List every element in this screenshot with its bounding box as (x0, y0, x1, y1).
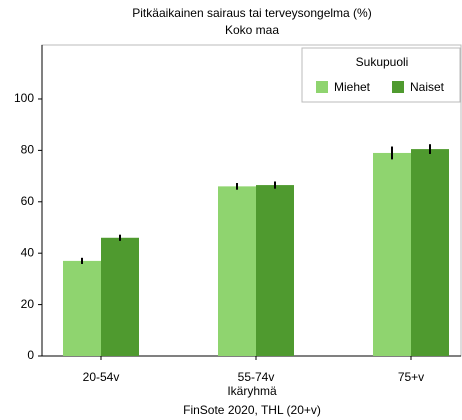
bar (411, 149, 449, 356)
bar (101, 237, 139, 356)
y-tick-label: 20 (21, 297, 35, 311)
legend-swatch (392, 81, 404, 93)
y-tick-label: 100 (14, 91, 34, 105)
legend-box (301, 47, 461, 103)
y-tick-label: 80 (21, 143, 35, 157)
caption: FinSote 2020, THL (20+v) (183, 403, 321, 417)
chart-title: Pitkäaikainen sairaus tai terveysongelma… (132, 6, 371, 20)
chart-subtitle: Koko maa (225, 23, 279, 37)
y-tick-label: 60 (21, 194, 35, 208)
y-tick-label: 40 (21, 245, 35, 259)
bar (63, 260, 101, 356)
x-tick-label: 75+v (398, 370, 424, 384)
bar (256, 185, 294, 356)
bar (218, 186, 256, 356)
legend-swatch (316, 81, 328, 93)
legend-title: Sukupuoli (356, 55, 409, 69)
x-tick-label: 55-74v (238, 370, 275, 384)
legend-label: Naiset (410, 80, 445, 94)
y-tick-label: 0 (27, 348, 34, 362)
x-tick-label: 20-54v (83, 370, 120, 384)
legend-label: Miehet (334, 80, 371, 94)
bar (373, 152, 411, 356)
x-axis-label: Ikäryhmä (227, 384, 277, 398)
